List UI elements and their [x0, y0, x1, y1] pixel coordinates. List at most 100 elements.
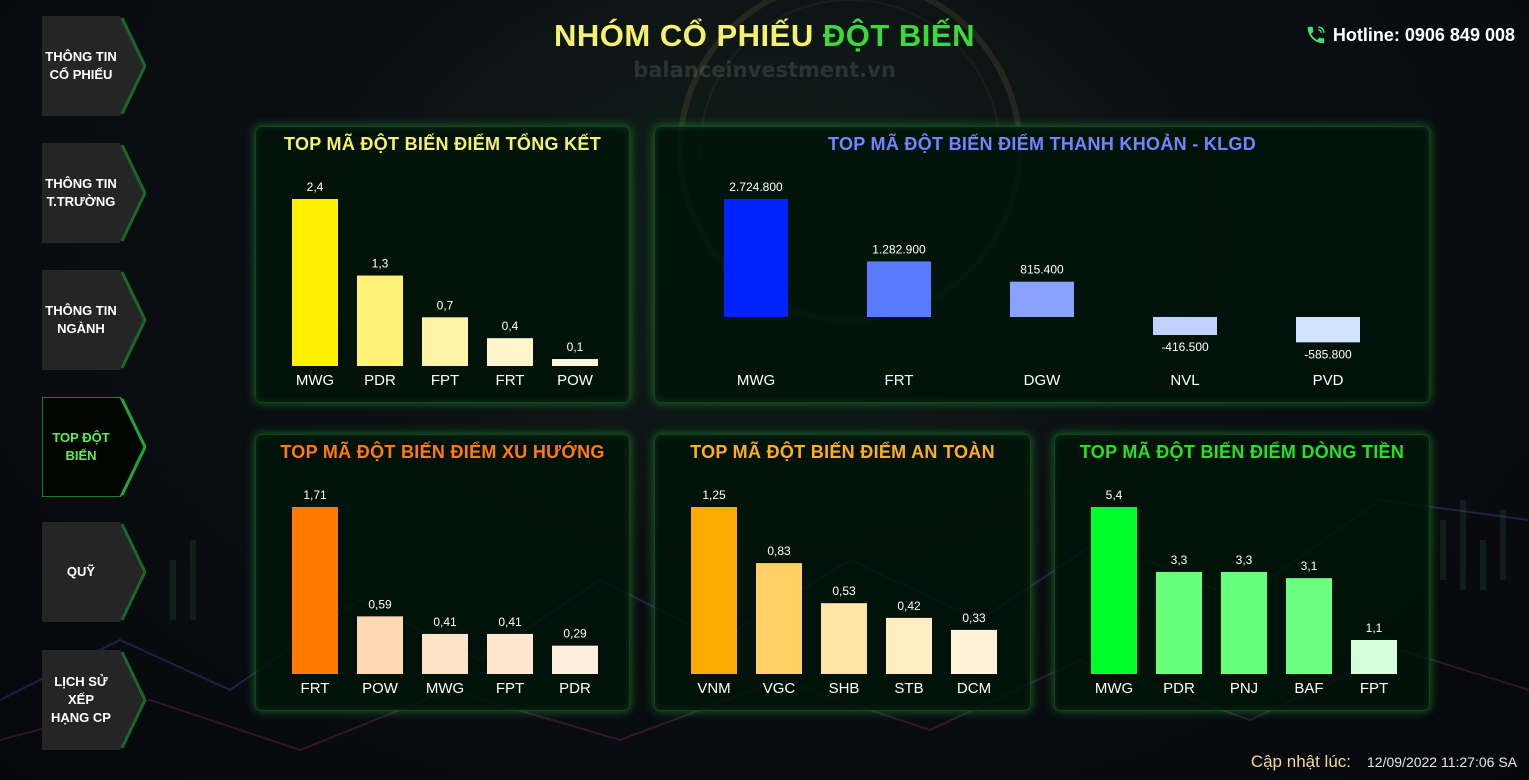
panel-an-toan: TOP MÃ ĐỘT BIẾN ĐIỂM AN TOÀN 1,25 VNM 0,83 V… [654, 434, 1031, 711]
data-label: 1,71 [303, 488, 327, 502]
sidebar-item-thong-tin-thi-truong[interactable]: THÔNG TIN T.TRƯỜNG [42, 143, 146, 243]
category-label: DGW [1024, 372, 1062, 389]
category-label: PNJ [1230, 680, 1258, 697]
category-label: VGC [763, 680, 796, 697]
category-label: VNM [697, 680, 730, 697]
bar-chart: 5,4 MWG 3,3 PDR 3,3 PNJ 3,1 BAF 1,1 FPT [1091, 488, 1397, 697]
sidebar-item-label: THÔNG TIN T.TRƯỜNG [45, 176, 117, 209]
sidebar-item-quy[interactable]: QUỸ [42, 522, 146, 622]
data-label: 3,3 [1171, 553, 1188, 567]
bar-fpt [422, 317, 468, 366]
category-label: FRT [885, 372, 914, 389]
data-label: -416.500 [1161, 340, 1209, 354]
data-label: 0,33 [962, 611, 986, 625]
category-label: FPT [496, 680, 524, 697]
data-label: 0,42 [897, 599, 921, 613]
data-label: 1,25 [702, 488, 726, 502]
data-label: 0,41 [433, 615, 457, 629]
page-title: NHÓM CỔ PHIẾU ĐỘT BIẾN [0, 18, 1529, 54]
bar-frt [487, 338, 533, 366]
bar-mwg [422, 633, 468, 674]
category-label: MWG [426, 680, 464, 697]
data-label: 2,4 [307, 180, 324, 194]
sidebar-item-thong-tin-co-phieu[interactable]: THÔNG TIN CỔ PHIẾU [42, 16, 146, 116]
panel-thanh-khoan: TOP MÃ ĐỘT BIẾN ĐIỂM THANH KHOẢN - KLGD 2… [654, 126, 1430, 403]
bar-fpt [1351, 639, 1397, 674]
bar-pvd [1296, 317, 1360, 343]
category-label: PDR [1163, 680, 1195, 697]
bar-dgw [1010, 281, 1074, 317]
sidebar-item-label: THÔNG TIN NGÀNH [45, 303, 117, 336]
bar-pdr [1156, 571, 1202, 674]
category-label: POW [557, 372, 594, 389]
chevron-shape [42, 270, 146, 370]
bar-vgc [756, 563, 802, 674]
category-label: PVD [1313, 372, 1344, 389]
category-label: STB [894, 680, 923, 697]
data-label: 2.724.800 [729, 180, 783, 194]
data-label: 0,4 [502, 319, 519, 333]
chart-title: TOP MÃ ĐỘT BIẾN ĐIỂM AN TOÀN [690, 442, 995, 462]
data-label: -585.800 [1304, 347, 1352, 361]
bar-chart: 1,71 FRT 0,59 POW 0,41 MWG 0,41 FPT 0,29 PDR [292, 488, 598, 697]
sidebar-item-lich-su-xep-hang[interactable]: LỊCH SỬ XẾP HẠNG CP [42, 650, 146, 750]
data-label: 0,7 [437, 298, 454, 312]
category-label: FPT [431, 372, 459, 389]
category-label: NVL [1170, 372, 1199, 389]
chevron-shape [42, 16, 146, 116]
bar-vnm [691, 507, 737, 674]
bar-dcm [951, 629, 997, 674]
sidebar-item-label: TOP ĐỘT BIẾN [52, 430, 110, 463]
category-label: FRT [496, 372, 525, 389]
category-label: BAF [1294, 680, 1323, 697]
category-label: FRT [301, 680, 330, 697]
updated-value: 12/09/2022 11:27:06 SA [1367, 754, 1517, 770]
last-updated: Cập nhật lúc: 12/09/2022 11:27:06 SA [1251, 752, 1517, 772]
category-label: PDR [559, 680, 591, 697]
chart-title: TOP MÃ ĐỘT BIẾN ĐIỂM THANH KHOẢN - KLGD [827, 134, 1257, 154]
page-title-part2: ĐỘT BIẾN [822, 18, 975, 53]
panel-tong-ket: TOP MÃ ĐỘT BIẾN ĐIỂM TỔNG KẾT 2,4 MWG 1,3 PD… [255, 126, 630, 403]
chart-title: TOP MÃ ĐỘT BIẾN ĐIỂM TỔNG KẾT [283, 134, 602, 154]
data-label: 3,3 [1236, 553, 1253, 567]
bar-pow [357, 616, 403, 674]
chart-title: TOP MÃ ĐỘT BIẾN ĐIỂM XU HƯỚNG [280, 442, 605, 462]
hotline-label: Hotline: 0906 849 008 [1332, 24, 1515, 45]
bar-mwg [292, 199, 338, 366]
data-label: 0,1 [567, 340, 584, 354]
bar-baf [1286, 578, 1332, 674]
chevron-shape [42, 522, 146, 622]
bar-pdr [552, 645, 598, 674]
bar-pow [552, 359, 598, 366]
hotline[interactable]: Hotline: 0906 849 008 [1305, 24, 1515, 46]
data-label: 0,41 [498, 615, 522, 629]
bar-frt [867, 261, 931, 317]
data-label: 0,83 [767, 544, 791, 558]
data-label: 0,53 [832, 584, 856, 598]
data-label: 1,1 [1366, 621, 1383, 635]
bar-frt [292, 507, 338, 674]
page-title-part1: NHÓM CỔ PHIẾU [554, 18, 814, 53]
chevron-shape [42, 397, 146, 497]
panel-xu-huong: TOP MÃ ĐỘT BIẾN ĐIỂM XU HƯỚNG 1,71 FRT 0,59… [255, 434, 630, 711]
panel-dong-tien: TOP MÃ ĐỘT BIẾN ĐIỂM DÒNG TIỀN 5,4 MWG 3,3 P… [1054, 434, 1430, 711]
bar-chart: 2,4 MWG 1,3 PDR 0,7 FPT 0,4 FRT 0,1 POW [292, 180, 598, 389]
data-label: 3,1 [1301, 559, 1318, 573]
data-label: 0,29 [563, 627, 587, 641]
sidebar-item-top-dot-bien[interactable]: TOP ĐỘT BIẾN [42, 397, 146, 497]
sidebar-item-thong-tin-nganh[interactable]: THÔNG TIN NGÀNH [42, 270, 146, 370]
category-label: PDR [364, 372, 396, 389]
updated-label: Cập nhật lúc: [1250, 752, 1352, 771]
category-label: FPT [1360, 680, 1388, 697]
data-label: 1,3 [372, 257, 389, 271]
category-label: POW [362, 680, 399, 697]
bar-mwg [724, 199, 788, 317]
bar-fpt [487, 633, 533, 674]
category-label: MWG [737, 372, 775, 389]
sidebar-item-label: LỊCH SỬ XẾP HẠNG CP [51, 674, 111, 725]
sidebar-item-label: QUỸ [66, 564, 96, 579]
bar-chart: 1,25 VNM 0,83 VGC 0,53 SHB 0,42 STB 0,33 DCM [691, 488, 997, 697]
sidebar-item-label: THÔNG TIN CỔ PHIẾU [45, 49, 117, 82]
chevron-shape [42, 650, 146, 750]
bar-nvl [1153, 317, 1217, 336]
